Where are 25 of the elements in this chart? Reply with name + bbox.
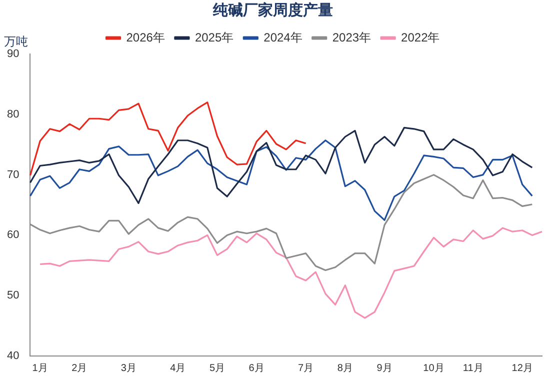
x-tick-label: 10月: [423, 362, 444, 374]
y-tick-label: 80: [6, 108, 20, 120]
chart-title: 纯碱厂家周度产量: [212, 1, 333, 20]
x-tick-label: 4月: [170, 362, 186, 374]
x-tick-label: 1月: [32, 362, 48, 374]
y-tick-label: 50: [6, 290, 20, 302]
legend-label: 2026年: [126, 30, 165, 44]
legend-label: 2024年: [264, 30, 302, 44]
x-tick-label: 3月: [120, 362, 136, 374]
x-tick-label: 9月: [376, 362, 392, 374]
y-tick-label: 60: [6, 229, 20, 242]
x-tick-label: 6月: [248, 362, 264, 374]
x-tick-label: 8月: [337, 362, 353, 374]
legend-label: 2025年: [194, 30, 234, 44]
x-tick-label: 5月: [209, 362, 226, 374]
x-tick-label: 11月: [462, 362, 484, 374]
legend-label: 2023年: [332, 30, 372, 44]
y-tick-label: 70: [6, 168, 20, 181]
x-tick-label: 2月: [72, 362, 88, 374]
x-tick-label: 7月: [298, 362, 314, 374]
y-axis-title: 万吨: [4, 34, 28, 48]
y-tick-label: 40: [6, 350, 20, 362]
legend-label: 2022年: [401, 30, 440, 44]
y-tick-label: 90: [6, 48, 20, 60]
x-tick-label: 12月: [512, 362, 533, 374]
